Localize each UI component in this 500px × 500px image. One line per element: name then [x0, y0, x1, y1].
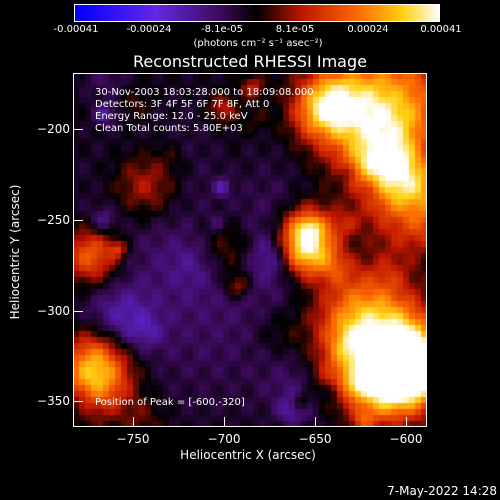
y-tick-mark [73, 401, 83, 402]
y-tick-label: −300 [37, 304, 70, 318]
y-tick-label: −350 [37, 394, 70, 408]
info-time-range: 30-Nov-2003 18:03:28.000 to 18:09:08.000 [95, 87, 314, 98]
y-tick-label: −250 [37, 213, 70, 227]
x-tick-mark [315, 417, 316, 427]
chart-title: Reconstructed RHESSI Image [133, 52, 367, 71]
y-tick-mark [73, 129, 83, 130]
plot-frame [73, 73, 427, 427]
y-tick-mark [73, 220, 83, 221]
y-tick-mark [73, 311, 83, 312]
x-tick-mark [406, 417, 407, 427]
colorbar [75, 5, 440, 21]
y-axis-label: Heliocentric Y (arcsec) [8, 184, 22, 320]
info-method-counts: Clean Total counts: 5.80E+03 [95, 123, 243, 134]
colorbar-tick: -0.00024 [126, 24, 172, 35]
x-axis-label: Heliocentric X (arcsec) [180, 448, 316, 462]
colorbar-tick: 0.00024 [347, 24, 389, 35]
x-tick-label: −750 [116, 432, 150, 446]
peak-position-label: Position of Peak = [-600,-320] [95, 397, 245, 408]
colorbar-tick: 0.00041 [420, 24, 462, 35]
info-energy-range: Energy Range: 12.0 - 25.0 keV [95, 111, 248, 122]
x-tick-label: −700 [207, 432, 241, 446]
colorbar-frame [74, 4, 440, 22]
colorbar-tick: -8.1e-05 [201, 24, 243, 35]
colorbar-tick: -0.00041 [53, 24, 99, 35]
heatmap-image [73, 73, 427, 427]
info-detectors: Detectors: 3F 4F 5F 6F 7F 8F, Att 0 [95, 99, 270, 110]
x-tick-label: −600 [389, 432, 423, 446]
x-tick-mark [133, 417, 134, 427]
colorbar-units: (photons cm⁻² s⁻¹ asec⁻²) [193, 38, 323, 49]
x-tick-mark [224, 417, 225, 427]
y-tick-label: −200 [37, 122, 70, 136]
timestamp: 7-May-2022 14:28 [387, 484, 497, 498]
colorbar-tick: 8.1e-05 [275, 24, 315, 35]
x-tick-label: −650 [298, 432, 332, 446]
